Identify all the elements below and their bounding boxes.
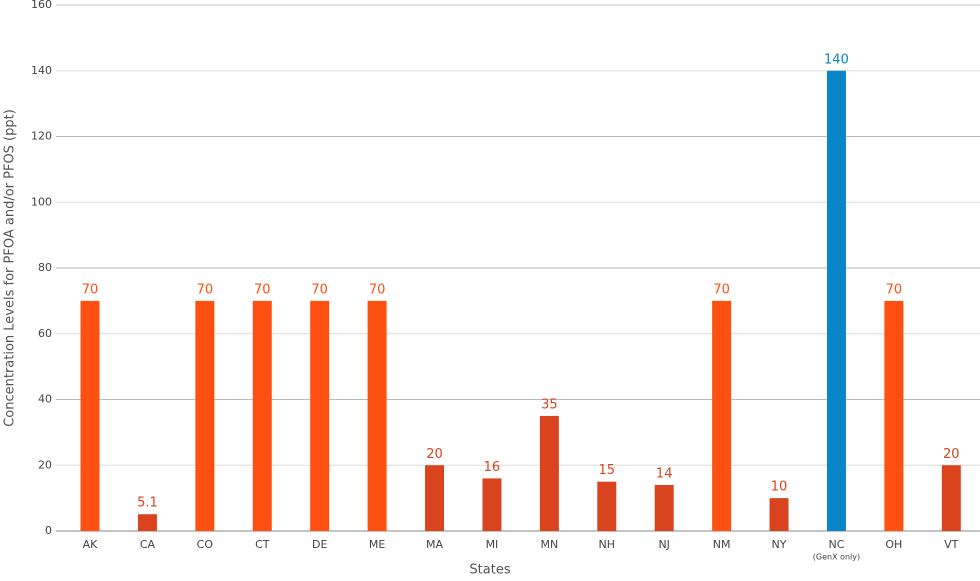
x-tick-label: NY [772, 538, 787, 551]
bar [941, 465, 961, 531]
value-label: 70 [886, 282, 903, 297]
x-tick-label: CO [197, 538, 214, 551]
bar [654, 484, 674, 531]
y-tick-label: 100 [31, 195, 52, 208]
y-tick-label: 40 [38, 393, 52, 406]
y-axis-label: Concentration Levels for PFOA and/or PFO… [3, 109, 18, 427]
x-tick-label: NM [713, 538, 731, 551]
value-label: 14 [656, 466, 673, 481]
value-label: 35 [541, 397, 558, 412]
value-label: 70 [311, 282, 328, 297]
y-tick-label: 160 [31, 0, 52, 11]
bar [712, 300, 732, 531]
x-tick-label: DE [312, 538, 327, 551]
bar [884, 300, 904, 531]
x-tick-label: ME [369, 538, 385, 551]
value-label: 70 [369, 282, 386, 297]
bar [367, 300, 387, 531]
bar [80, 300, 100, 531]
x-tick-label: CA [140, 538, 156, 551]
x-tick-sublabel: (GenX only) [813, 553, 860, 562]
x-tick-label: MN [540, 538, 558, 551]
bar [826, 70, 846, 531]
y-tick-label: 60 [38, 327, 52, 340]
bar [769, 498, 789, 531]
value-label: 20 [943, 447, 960, 462]
bar [482, 478, 502, 531]
y-tick-label: 120 [31, 130, 52, 143]
x-tick-label: NJ [658, 538, 669, 551]
y-tick-label: 80 [38, 261, 52, 274]
value-label: 15 [599, 463, 616, 478]
x-tick-label: AK [83, 538, 99, 551]
bar [252, 300, 272, 531]
bar [539, 415, 559, 531]
y-tick-label: 0 [45, 524, 52, 537]
value-label: 140 [824, 52, 849, 67]
x-tick-label: MI [486, 538, 499, 551]
value-label: 20 [426, 447, 443, 462]
value-label: 70 [82, 282, 99, 297]
value-label: 16 [484, 460, 501, 475]
value-label: 10 [771, 480, 788, 495]
x-axis-label: States [469, 563, 510, 578]
bar [597, 481, 617, 531]
bar [425, 465, 445, 531]
y-tick-label: 20 [38, 458, 52, 471]
x-tick-label: NH [599, 538, 616, 551]
x-tick-label: NC [828, 538, 844, 551]
y-tick-label: 140 [31, 64, 52, 77]
value-label: 70 [197, 282, 214, 297]
bar [137, 514, 157, 531]
x-tick-label: CT [255, 538, 270, 551]
x-tick-label: VT [944, 538, 959, 551]
bar [195, 300, 215, 531]
x-tick-label: MA [426, 538, 443, 551]
value-label: 5.1 [137, 496, 158, 511]
bar [310, 300, 330, 531]
value-label: 70 [254, 282, 271, 297]
x-tick-label: OH [885, 538, 902, 551]
value-label: 70 [713, 282, 730, 297]
